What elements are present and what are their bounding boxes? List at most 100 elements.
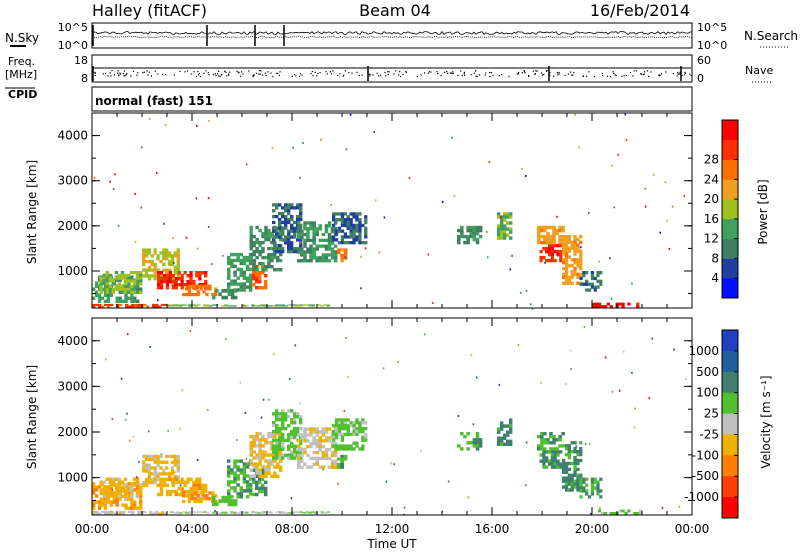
data-cell-region-1 <box>233 512 237 514</box>
data-cell-region-11 <box>299 441 303 446</box>
nave-dot <box>420 74 422 76</box>
data-cell-region-10 <box>258 432 262 436</box>
data-cell-region-7 <box>233 295 238 300</box>
data-cell-region-4 <box>150 274 154 278</box>
data-cell-region-17 <box>553 459 557 463</box>
data-cell-region-14 <box>340 418 345 422</box>
data-cell-region-17 <box>559 243 563 248</box>
data-cell-region-5 <box>177 486 181 491</box>
data-cell-region-4 <box>156 478 160 482</box>
noise-cell <box>164 124 167 126</box>
data-cell-region-12 <box>330 250 335 254</box>
data-cell-region-4 <box>144 251 149 255</box>
data-cell-region-11 <box>284 412 288 416</box>
data-cell-region-5 <box>165 280 170 284</box>
nave-dot <box>378 75 380 77</box>
data-cell-region-9 <box>264 480 268 484</box>
data-cell-region-10 <box>249 234 253 239</box>
data-cell-region-8 <box>233 258 237 263</box>
data-cell-region-11 <box>290 435 294 440</box>
data-cell-region-12 <box>300 436 304 440</box>
data-cell-region-1 <box>275 304 279 306</box>
data-cell-region-11 <box>275 247 279 251</box>
data-cell-region-21 <box>603 512 608 515</box>
nave-dot <box>556 72 559 74</box>
data-cell-region-14 <box>340 235 345 239</box>
noise-cell <box>355 220 357 223</box>
data-cell-region-8 <box>242 255 247 260</box>
nave-dot <box>452 72 454 74</box>
noise-cell <box>120 377 123 380</box>
data-cell-region-2 <box>103 281 108 285</box>
data-cell-region-1 <box>257 305 261 307</box>
data-cell-region-1 <box>173 305 177 307</box>
data-cell-region-8 <box>233 471 237 475</box>
data-cell-region-12 <box>327 456 332 461</box>
data-cell-region-4 <box>170 466 175 470</box>
data-cell-region-14 <box>346 418 350 422</box>
data-cell-region-3 <box>108 491 112 496</box>
data-cell-region-11 <box>293 415 297 419</box>
noise-cell <box>565 383 567 385</box>
noise-cell <box>653 173 655 176</box>
data-cell-region-6 <box>193 293 197 297</box>
nave-dot <box>569 71 572 73</box>
nave-dot <box>402 73 404 76</box>
data-cell-region-15 <box>472 228 477 233</box>
data-cell-region-19 <box>570 281 574 285</box>
data-cell-region-5 <box>165 489 170 494</box>
data-cell-region-3 <box>126 279 131 283</box>
data-cell-region-5 <box>159 483 164 488</box>
data-cell-region-5 <box>171 280 175 284</box>
data-cell-region-2 <box>97 506 102 510</box>
noise-cell <box>330 204 332 207</box>
data-cell-region-1 <box>173 512 177 514</box>
data-cell-region-8 <box>233 489 237 493</box>
nave-dot <box>225 71 227 74</box>
data-cell-region-0 <box>113 512 117 515</box>
data-cell-region-0 <box>92 305 96 308</box>
data-cell-region-0 <box>116 305 120 308</box>
data-cell-region-5 <box>180 486 184 491</box>
noise-cell <box>195 197 198 200</box>
data-cell-region-12 <box>309 442 313 446</box>
data-cell-region-9 <box>255 492 259 497</box>
data-cell-region-7 <box>212 499 216 503</box>
data-cell-region-11 <box>275 412 279 416</box>
data-cell-region-14 <box>358 212 362 216</box>
data-cell-region-11 <box>281 212 285 216</box>
data-cell-region-17 <box>547 258 552 263</box>
data-cell-region-1 <box>317 304 321 306</box>
data-cell-region-5 <box>204 274 208 278</box>
data-cell-region-9 <box>255 480 259 484</box>
data-cell-region-15 <box>472 234 477 239</box>
power-colorbar-swatch <box>722 278 738 299</box>
data-cell-region-11 <box>272 412 276 416</box>
data-cell-region-12 <box>318 244 322 248</box>
data-cell-region-5 <box>201 483 205 488</box>
data-cell-region-18 <box>549 441 553 445</box>
data-cell-region-11 <box>281 412 285 416</box>
data-cell-region-3 <box>132 483 137 487</box>
data-cell-region-0 <box>149 512 153 515</box>
data-cell-region-9 <box>261 483 265 488</box>
data-cell-region-2 <box>106 284 110 288</box>
noise-cell <box>271 146 274 149</box>
data-cell-region-3 <box>99 276 103 280</box>
data-cell-region-1 <box>179 305 183 307</box>
nave-dot <box>424 72 426 74</box>
data-cell-region-4 <box>165 254 169 258</box>
data-cell-region-19 <box>564 264 569 268</box>
data-cell-region-1 <box>221 511 225 513</box>
data-cell-region-18 <box>561 225 565 230</box>
data-cell-region-4 <box>153 469 157 473</box>
data-cell-region-13 <box>340 248 344 252</box>
noise-cell <box>136 476 138 479</box>
data-cell-region-19 <box>562 267 566 271</box>
data-cell-region-12 <box>300 459 304 463</box>
data-cell-region-2 <box>127 491 131 495</box>
data-cell-region-17 <box>542 246 546 251</box>
data-cell-region-20 <box>593 480 597 484</box>
data-cell-region-16 <box>506 227 510 231</box>
nave-dot <box>399 75 402 78</box>
